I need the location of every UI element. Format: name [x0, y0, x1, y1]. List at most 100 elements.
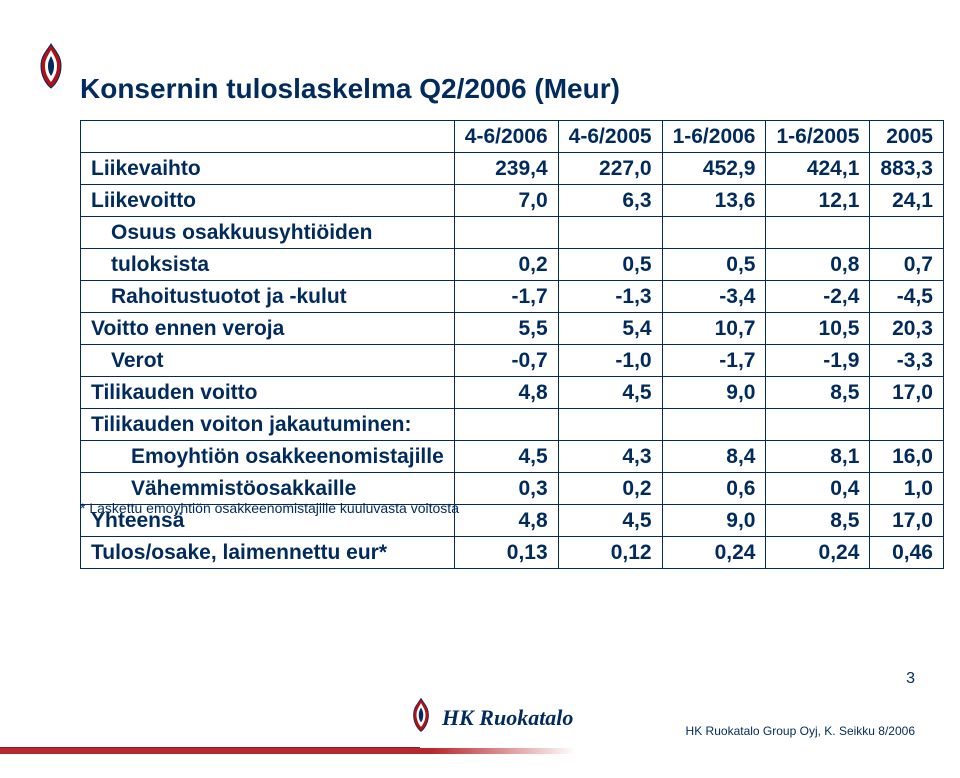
- row-label: Tulos/osake, laimennettu eur*: [81, 537, 455, 569]
- cell: -4,5: [870, 281, 944, 313]
- row-label: Tilikauden voitto: [81, 377, 455, 409]
- cell: [662, 409, 766, 441]
- cell: 0,13: [454, 537, 558, 569]
- table-row: Osuus osakkuusyhtiöiden: [81, 217, 944, 249]
- cell: -1,0: [558, 345, 662, 377]
- cell: 0,6: [662, 473, 766, 505]
- row-label: Liikevoitto: [81, 185, 455, 217]
- cell: 5,4: [558, 313, 662, 345]
- cell: 9,0: [662, 505, 766, 537]
- cell: 16,0: [870, 441, 944, 473]
- cell: 0,12: [558, 537, 662, 569]
- table-row: Verot-0,7-1,0-1,7-1,9-3,3: [81, 345, 944, 377]
- cell: -1,9: [766, 345, 870, 377]
- cell: [558, 217, 662, 249]
- cell: [766, 217, 870, 249]
- cell: 0,24: [766, 537, 870, 569]
- row-label: Emoyhtiön osakkeenomistajille: [81, 441, 455, 473]
- table-row: Tilikauden voitto4,84,59,08,517,0: [81, 377, 944, 409]
- cell: 0,3: [454, 473, 558, 505]
- cell: [454, 409, 558, 441]
- page-number: 3: [906, 670, 915, 688]
- table-row: Emoyhtiön osakkeenomistajille4,54,38,48,…: [81, 441, 944, 473]
- table-row: tuloksista0,20,50,50,80,7: [81, 249, 944, 281]
- cell: 0,46: [870, 537, 944, 569]
- cell: 4,5: [558, 505, 662, 537]
- cell: [558, 409, 662, 441]
- cell: 8,5: [766, 505, 870, 537]
- cell: 17,0: [870, 505, 944, 537]
- cell: 7,0: [454, 185, 558, 217]
- cell: [766, 409, 870, 441]
- cell: 10,5: [766, 313, 870, 345]
- cell: -3,3: [870, 345, 944, 377]
- row-label: Tilikauden voiton jakautuminen:: [81, 409, 455, 441]
- col-header: 2005: [870, 121, 944, 153]
- row-label: Osuus osakkuusyhtiöiden: [81, 217, 455, 249]
- cell: 17,0: [870, 377, 944, 409]
- row-label: Verot: [81, 345, 455, 377]
- row-label: Voitto ennen veroja: [81, 313, 455, 345]
- col-header: 4-6/2006: [454, 121, 558, 153]
- cell: 0,2: [454, 249, 558, 281]
- cell: 1,0: [870, 473, 944, 505]
- flame-icon: [34, 42, 68, 95]
- cell: -1,7: [454, 281, 558, 313]
- cell: -1,7: [662, 345, 766, 377]
- cell: 227,0: [558, 153, 662, 185]
- row-label: Rahoitustuotot ja -kulut: [81, 281, 455, 313]
- footer-right-text: HK Ruokatalo Group Oyj, K. Seikku 8/2006: [686, 724, 915, 738]
- table-row: Voitto ennen veroja5,55,410,710,520,3: [81, 313, 944, 345]
- cell: 452,9: [662, 153, 766, 185]
- row-label: Liikevaihto: [81, 153, 455, 185]
- cell: -3,4: [662, 281, 766, 313]
- cell: 13,6: [662, 185, 766, 217]
- footer-logo: HK Ruokatalo: [408, 697, 573, 738]
- table-header-row: 4-6/2006 4-6/2005 1-6/2006 1-6/2005 2005: [81, 121, 944, 153]
- cell: 24,1: [870, 185, 944, 217]
- cell: [662, 217, 766, 249]
- cell: [870, 217, 944, 249]
- col-header: 4-6/2005: [558, 121, 662, 153]
- table-row: Rahoitustuotot ja -kulut-1,7-1,3-3,4-2,4…: [81, 281, 944, 313]
- table-row: Tilikauden voiton jakautuminen:: [81, 409, 944, 441]
- flame-icon: [408, 697, 434, 738]
- cell: 239,4: [454, 153, 558, 185]
- table-row: Tulos/osake, laimennettu eur*0,130,120,2…: [81, 537, 944, 569]
- cell: 0,5: [558, 249, 662, 281]
- cell: 0,5: [662, 249, 766, 281]
- cell: 8,4: [662, 441, 766, 473]
- cell: 10,7: [662, 313, 766, 345]
- table-row: Liikevoitto7,06,313,612,124,1: [81, 185, 944, 217]
- cell: 0,24: [662, 537, 766, 569]
- cell: 0,7: [870, 249, 944, 281]
- cell: [870, 409, 944, 441]
- cell: 883,3: [870, 153, 944, 185]
- cell: -2,4: [766, 281, 870, 313]
- col-header: 1-6/2006: [662, 121, 766, 153]
- cell: 4,5: [454, 441, 558, 473]
- cell: -1,3: [558, 281, 662, 313]
- cell: 4,3: [558, 441, 662, 473]
- slide-title: Konsernin tuloslaskelma Q2/2006 (Meur): [80, 73, 620, 105]
- cell: 0,8: [766, 249, 870, 281]
- cell: 4,8: [454, 505, 558, 537]
- cell: 0,4: [766, 473, 870, 505]
- cell: 0,2: [558, 473, 662, 505]
- footer-ribbon: [0, 748, 960, 754]
- cell: 8,1: [766, 441, 870, 473]
- footer-wordmark: HK Ruokatalo: [442, 705, 573, 731]
- cell: 424,1: [766, 153, 870, 185]
- cell: 8,5: [766, 377, 870, 409]
- col-header: 1-6/2005: [766, 121, 870, 153]
- col-header: [81, 121, 455, 153]
- cell: 20,3: [870, 313, 944, 345]
- cell: [454, 217, 558, 249]
- cell: 4,5: [558, 377, 662, 409]
- cell: 9,0: [662, 377, 766, 409]
- slide: Konsernin tuloslaskelma Q2/2006 (Meur) 4…: [0, 0, 960, 778]
- footnote: * Laskettu emoyhtiön osakkeenomistajille…: [80, 500, 459, 516]
- cell: -0,7: [454, 345, 558, 377]
- cell: 6,3: [558, 185, 662, 217]
- cell: 4,8: [454, 377, 558, 409]
